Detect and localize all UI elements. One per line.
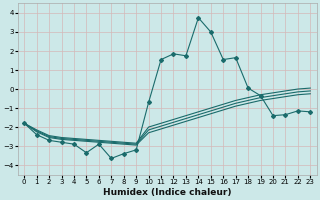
- X-axis label: Humidex (Indice chaleur): Humidex (Indice chaleur): [103, 188, 232, 197]
